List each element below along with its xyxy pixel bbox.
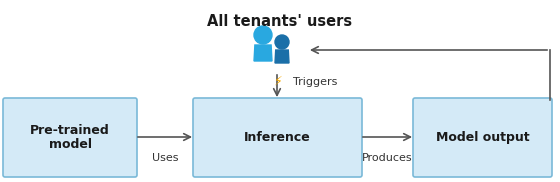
- Polygon shape: [254, 45, 272, 61]
- Text: Produces: Produces: [362, 153, 412, 163]
- Circle shape: [275, 35, 289, 49]
- FancyBboxPatch shape: [413, 98, 552, 177]
- Circle shape: [254, 26, 272, 44]
- Text: Inference: Inference: [244, 131, 311, 144]
- FancyBboxPatch shape: [3, 98, 137, 177]
- Text: Uses: Uses: [152, 153, 178, 163]
- FancyBboxPatch shape: [193, 98, 362, 177]
- Text: All tenants' users: All tenants' users: [207, 14, 353, 29]
- Text: Pre-trained
model: Pre-trained model: [30, 124, 110, 151]
- Text: ⚡: ⚡: [274, 74, 283, 88]
- Text: Triggers: Triggers: [293, 77, 337, 87]
- Polygon shape: [275, 50, 289, 63]
- Text: Model output: Model output: [436, 131, 529, 144]
